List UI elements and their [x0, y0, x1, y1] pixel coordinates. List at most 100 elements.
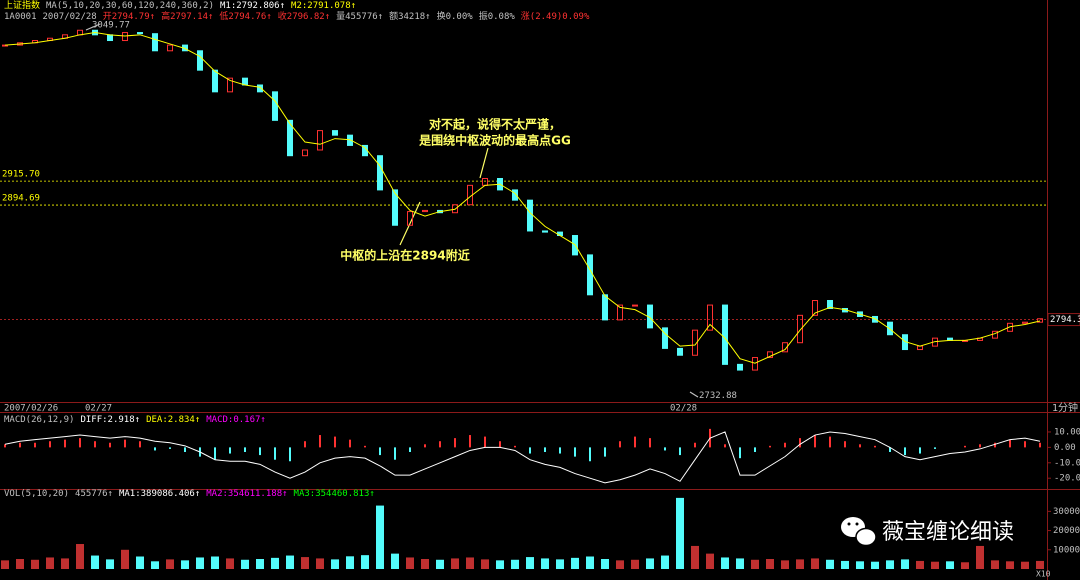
- volume-bar: [421, 559, 429, 569]
- header-line: VOL(5,10,20) 455776↑ MA1:389086.406↑ MA2:35…: [4, 489, 375, 499]
- candle: [257, 84, 263, 93]
- candle: [707, 304, 713, 331]
- volume-bar: [526, 557, 534, 569]
- y-tick-label: 2894.69: [2, 194, 40, 204]
- volume-bar: [226, 558, 234, 569]
- volume-bar: [781, 560, 789, 569]
- x-tick-label: 02/27: [85, 404, 112, 414]
- volume-bar: [661, 555, 669, 569]
- volume-bar: [796, 559, 804, 569]
- header-line: 上证指数 MA(5,10,20,30,60,120,240,360,2) M1:27…: [4, 0, 356, 11]
- volume-bar: [916, 560, 924, 569]
- x-tick-label: 02/28: [670, 404, 697, 414]
- volume-bar: [121, 549, 129, 569]
- high-label: 3049.77: [92, 21, 130, 31]
- watermark: 薇宝缠论细读: [882, 520, 1014, 545]
- volume-bar: [901, 559, 909, 569]
- volume-bar: [931, 561, 939, 569]
- candle: [107, 34, 113, 42]
- volume-bar: [376, 505, 384, 569]
- volume-bar: [451, 558, 459, 569]
- candle: [737, 363, 743, 371]
- diff-line: [4, 431, 1041, 484]
- volume-bar: [196, 557, 204, 569]
- y-tick-label: 0.00: [1054, 443, 1076, 453]
- candle: [692, 329, 698, 356]
- volume-bar: [91, 555, 99, 569]
- y-tick-label: 200000: [1053, 526, 1080, 536]
- volume-bar: [241, 559, 249, 569]
- volume-bar: [166, 559, 174, 569]
- volume-bar: [256, 559, 264, 569]
- header-item: DEA:2.834↑: [146, 415, 200, 425]
- candle: [422, 209, 428, 213]
- candle: [152, 33, 158, 52]
- leader-line: [689, 391, 699, 398]
- volume-bar: [991, 560, 999, 569]
- header-item: 额34218↑: [389, 10, 431, 22]
- volume-bar: [961, 562, 969, 569]
- candle: [392, 189, 398, 226]
- volume-bar: [856, 561, 864, 569]
- candle: [407, 211, 413, 226]
- volume-bar: [496, 560, 504, 569]
- volume-bar: [871, 561, 879, 569]
- volume-bar: [316, 558, 324, 569]
- last-close-label: 2794.3: [1050, 315, 1080, 325]
- volume-bar: [721, 557, 729, 569]
- header-item: DIFF:2.918↑: [80, 415, 140, 425]
- header-item: 455776↑: [75, 489, 113, 499]
- candle: [287, 119, 293, 157]
- volume-bar: [346, 556, 354, 569]
- volume-bar: [181, 560, 189, 569]
- volume-bar: [46, 557, 54, 569]
- header-line: 1A0001 2007/02/28 开2794.79↑ 高2797.14↑ 低2794.…: [4, 10, 590, 22]
- period-label: 1分钟: [1052, 401, 1078, 414]
- volume-bar: [61, 558, 69, 569]
- header-item: MACD:0.167↑: [206, 415, 266, 425]
- annotation: 中枢的上沿在2894附近: [340, 248, 469, 263]
- candle: [122, 32, 128, 42]
- header-item: MA(5,10,20,30,60,120,240,360,2): [46, 1, 214, 11]
- header-item: M2:2791.078↑: [291, 1, 356, 11]
- y-tick-label: 300000: [1053, 507, 1080, 517]
- ma-line: [4, 32, 1041, 364]
- volume-bar: [676, 497, 684, 569]
- leader-line: [85, 23, 101, 31]
- volume-bar: [331, 559, 339, 569]
- last-close-box: [1047, 313, 1080, 327]
- candle: [212, 69, 218, 93]
- y-tick-label: -10.00: [1054, 458, 1080, 468]
- header-item: MA1:389086.406↑: [119, 489, 200, 499]
- header-item: 开2794.79↑: [103, 11, 155, 22]
- volume-bar: [586, 556, 594, 569]
- candle: [302, 149, 308, 157]
- volume-bar: [616, 560, 624, 569]
- candle: [512, 189, 518, 201]
- candle: [677, 347, 683, 356]
- candle: [722, 304, 728, 365]
- volume-bar: [301, 557, 309, 569]
- volume-bar: [481, 559, 489, 569]
- volume-bar: [601, 559, 609, 569]
- candle: [137, 32, 143, 35]
- volume-bar: [271, 557, 279, 569]
- volume-bar: [766, 559, 774, 569]
- volume-bar: [466, 557, 474, 569]
- candle: [332, 130, 338, 136]
- candle: [827, 300, 833, 309]
- volume-bar: [511, 559, 519, 569]
- volume-bar: [391, 553, 399, 569]
- header-item: 换0.00%: [437, 10, 474, 22]
- candle: [587, 254, 593, 296]
- annotation: 是围绕中枢波动的最高点GG: [418, 133, 571, 148]
- x-tick-label: 2007/02/26: [4, 404, 58, 414]
- candle: [197, 50, 203, 71]
- candle: [527, 199, 533, 232]
- volume-bar: [841, 560, 849, 569]
- volume-bar: [1021, 561, 1029, 569]
- volume-bar: [31, 559, 39, 569]
- candle: [797, 314, 803, 344]
- volume-bar: [706, 553, 714, 569]
